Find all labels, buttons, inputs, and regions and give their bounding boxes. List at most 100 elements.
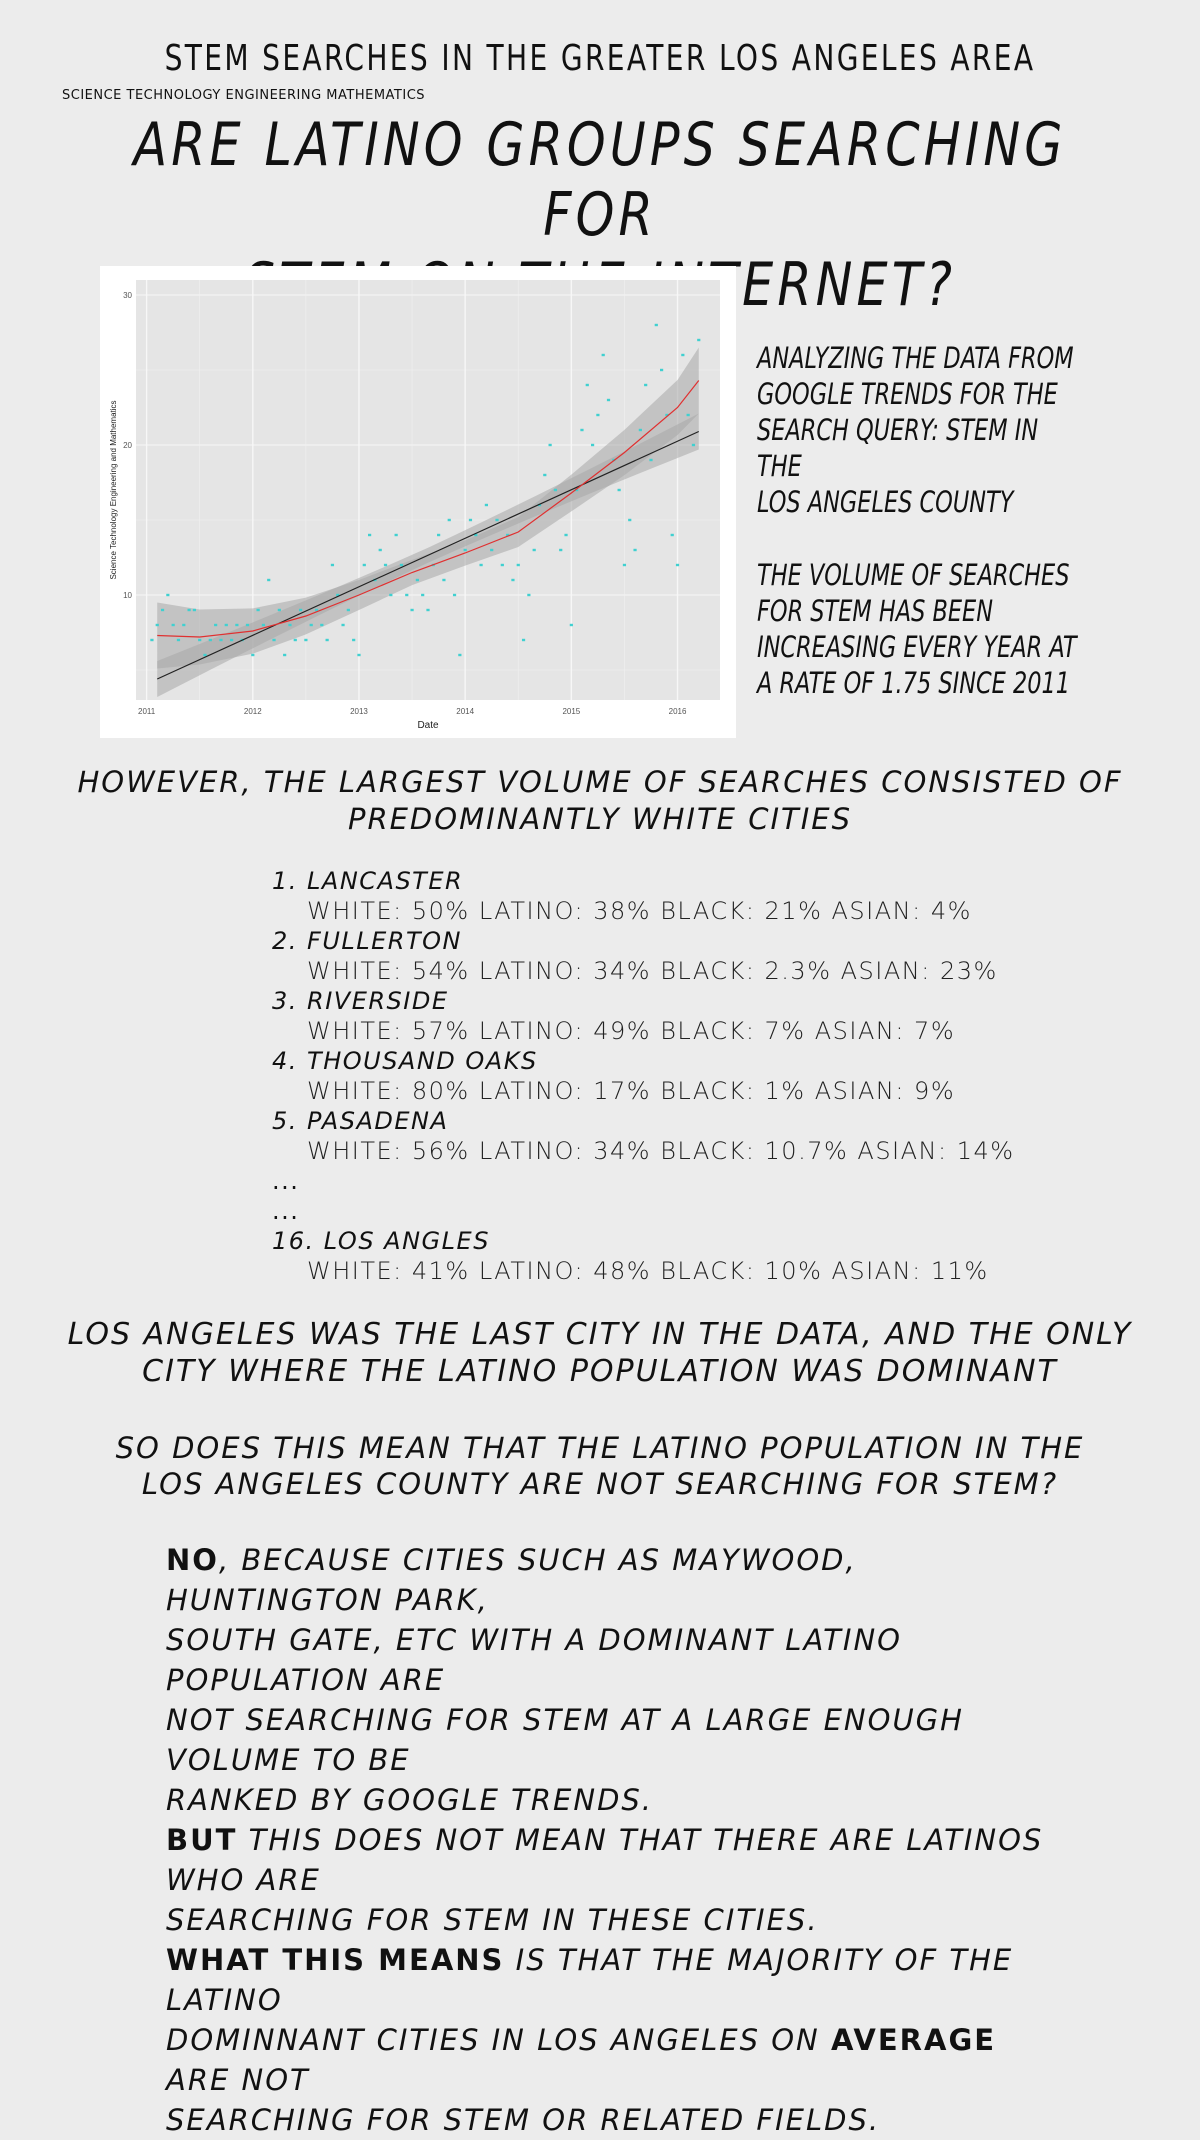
data-point bbox=[182, 623, 186, 627]
data-point bbox=[463, 548, 467, 552]
data-point bbox=[346, 608, 350, 612]
data-point bbox=[320, 623, 324, 627]
data-point bbox=[638, 428, 642, 432]
data-point bbox=[675, 563, 680, 567]
data-point bbox=[633, 548, 637, 552]
city-name: 4. THOUSAND OAKS bbox=[272, 1047, 538, 1075]
question-line-1: SO DOES THIS MEAN THAT THE LATINO POPULA… bbox=[115, 1431, 1085, 1465]
answer-text: ARE NOT bbox=[166, 2063, 310, 2097]
data-point bbox=[235, 623, 239, 627]
data-point bbox=[399, 563, 404, 567]
data-point bbox=[229, 638, 234, 642]
city-stats: WHITE: 41% LATINO: 48% BLACK: 10% ASIAN:… bbox=[307, 1257, 989, 1285]
list-item: 2. FULLERTON WHITE: 54% LATINO: 34% BLAC… bbox=[272, 926, 1032, 986]
data-point bbox=[261, 623, 266, 627]
answer-but: BUT bbox=[166, 1823, 238, 1857]
answer-text: , BECAUSE CITIES SUCH AS MAYWOOD, HUNTIN… bbox=[166, 1543, 857, 1617]
data-point bbox=[309, 623, 313, 627]
however-heading: HOWEVER, THE LARGEST VOLUME OF SEARCHES … bbox=[0, 764, 1200, 838]
side-line: INCREASING EVERY YEAR AT bbox=[757, 630, 1077, 664]
data-point bbox=[389, 593, 393, 597]
answer-text: DOMINNANT CITIES IN LOS ANGELES ON bbox=[166, 2023, 831, 2057]
city-stats: WHITE: 57% LATINO: 49% BLACK: 7% ASIAN: … bbox=[307, 1017, 956, 1045]
data-point bbox=[474, 533, 478, 537]
ellipsis: ... bbox=[272, 1167, 300, 1195]
side-line: FOR STEM HAS BEEN bbox=[757, 594, 994, 628]
list-item: 5. PASADENA WHITE: 56% LATINO: 34% BLACK… bbox=[272, 1106, 1032, 1166]
data-point bbox=[150, 638, 154, 642]
data-point bbox=[224, 623, 228, 627]
la-last-statement: LOS ANGELES WAS THE LAST CITY IN THE DAT… bbox=[0, 1316, 1200, 1390]
data-point bbox=[458, 653, 462, 657]
side-line: A RATE OF 1.75 SINCE 2011 bbox=[757, 666, 1071, 700]
la-last-line-1: LOS ANGELES WAS THE LAST CITY IN THE DAT… bbox=[67, 1317, 1133, 1352]
data-point bbox=[500, 563, 504, 567]
data-point bbox=[590, 443, 595, 447]
answer-average: AVERAGE bbox=[830, 2023, 997, 2057]
data-point bbox=[198, 638, 202, 642]
data-point bbox=[277, 608, 281, 612]
list-item: 16. LOS ANGLES WHITE: 41% LATINO: 48% BL… bbox=[272, 1226, 1032, 1286]
data-point bbox=[267, 578, 271, 582]
data-point bbox=[564, 533, 568, 537]
answer-no: NO bbox=[166, 1543, 219, 1577]
x-tick-label: 2016 bbox=[669, 707, 687, 716]
data-point bbox=[559, 548, 563, 552]
however-line-2: PREDOMINANTLY WHITE CITIES bbox=[347, 802, 853, 836]
loess-fit-band bbox=[157, 347, 699, 669]
data-point bbox=[171, 623, 175, 627]
answer-line: BUT THIS DOES NOT MEAN THAT THERE ARE LA… bbox=[166, 1820, 1066, 1900]
data-point bbox=[697, 338, 701, 342]
y-tick-label: 20 bbox=[123, 441, 132, 450]
data-point bbox=[155, 623, 159, 627]
data-point bbox=[516, 563, 520, 567]
data-point bbox=[537, 503, 542, 507]
city-name: 2. FULLERTON bbox=[272, 927, 462, 955]
data-point bbox=[575, 488, 579, 492]
data-point bbox=[362, 563, 366, 567]
data-point bbox=[336, 593, 340, 597]
city-stats: WHITE: 80% LATINO: 17% BLACK: 1% ASIAN: … bbox=[307, 1077, 956, 1105]
data-point bbox=[293, 638, 297, 642]
data-point bbox=[585, 383, 589, 387]
data-point bbox=[452, 593, 457, 597]
x-tick-label: 2011 bbox=[138, 707, 156, 716]
data-point bbox=[437, 533, 441, 537]
question: SO DOES THIS MEAN THAT THE LATINO POPULA… bbox=[0, 1430, 1200, 1502]
data-point bbox=[649, 458, 653, 462]
data-point bbox=[160, 608, 165, 612]
data-point bbox=[352, 638, 356, 642]
data-point bbox=[506, 533, 510, 537]
data-point bbox=[484, 503, 488, 507]
data-point bbox=[357, 653, 361, 657]
answer-line: NOT SEARCHING FOR STEM AT A LARGE ENOUGH… bbox=[166, 1703, 964, 1777]
data-point bbox=[622, 563, 627, 567]
data-point bbox=[495, 518, 499, 522]
data-point bbox=[245, 623, 250, 627]
data-point bbox=[580, 428, 584, 432]
city-stats: WHITE: 56% LATINO: 34% BLACK: 10.7% ASIA… bbox=[307, 1137, 1015, 1165]
side-paragraph-1: ANALYZING THE DATA FROM GOOGLE TRENDS FO… bbox=[757, 340, 1084, 520]
y-tick-label: 10 bbox=[123, 591, 132, 600]
data-point bbox=[596, 413, 600, 417]
data-point bbox=[601, 353, 605, 357]
y-tick-label: 30 bbox=[123, 291, 132, 300]
city-stats: WHITE: 50% LATINO: 38% BLACK: 21% ASIAN:… bbox=[307, 897, 972, 925]
list-item: 1. LANCASTER WHITE: 50% LATINO: 38% BLAC… bbox=[272, 866, 1032, 926]
data-point bbox=[283, 653, 287, 657]
data-point bbox=[617, 488, 621, 492]
data-point bbox=[314, 608, 319, 612]
data-point bbox=[192, 608, 196, 612]
x-tick-label: 2013 bbox=[350, 707, 368, 716]
question-line-2: LOS ANGELES COUNTY ARE NOT SEARCHING FOR… bbox=[141, 1467, 1059, 1501]
however-line-1: HOWEVER, THE LARGEST VOLUME OF SEARCHES … bbox=[77, 765, 1123, 799]
data-point bbox=[415, 578, 419, 582]
data-point bbox=[288, 623, 292, 627]
data-point bbox=[527, 593, 531, 597]
side-line: SEARCH QUERY: STEM IN THE bbox=[757, 413, 1039, 483]
data-point bbox=[298, 608, 303, 612]
answer-line: SOUTH GATE, ETC WITH A DOMINANT LATINO P… bbox=[166, 1623, 902, 1697]
data-point bbox=[543, 473, 547, 477]
data-point bbox=[644, 383, 648, 387]
data-point bbox=[208, 638, 212, 642]
